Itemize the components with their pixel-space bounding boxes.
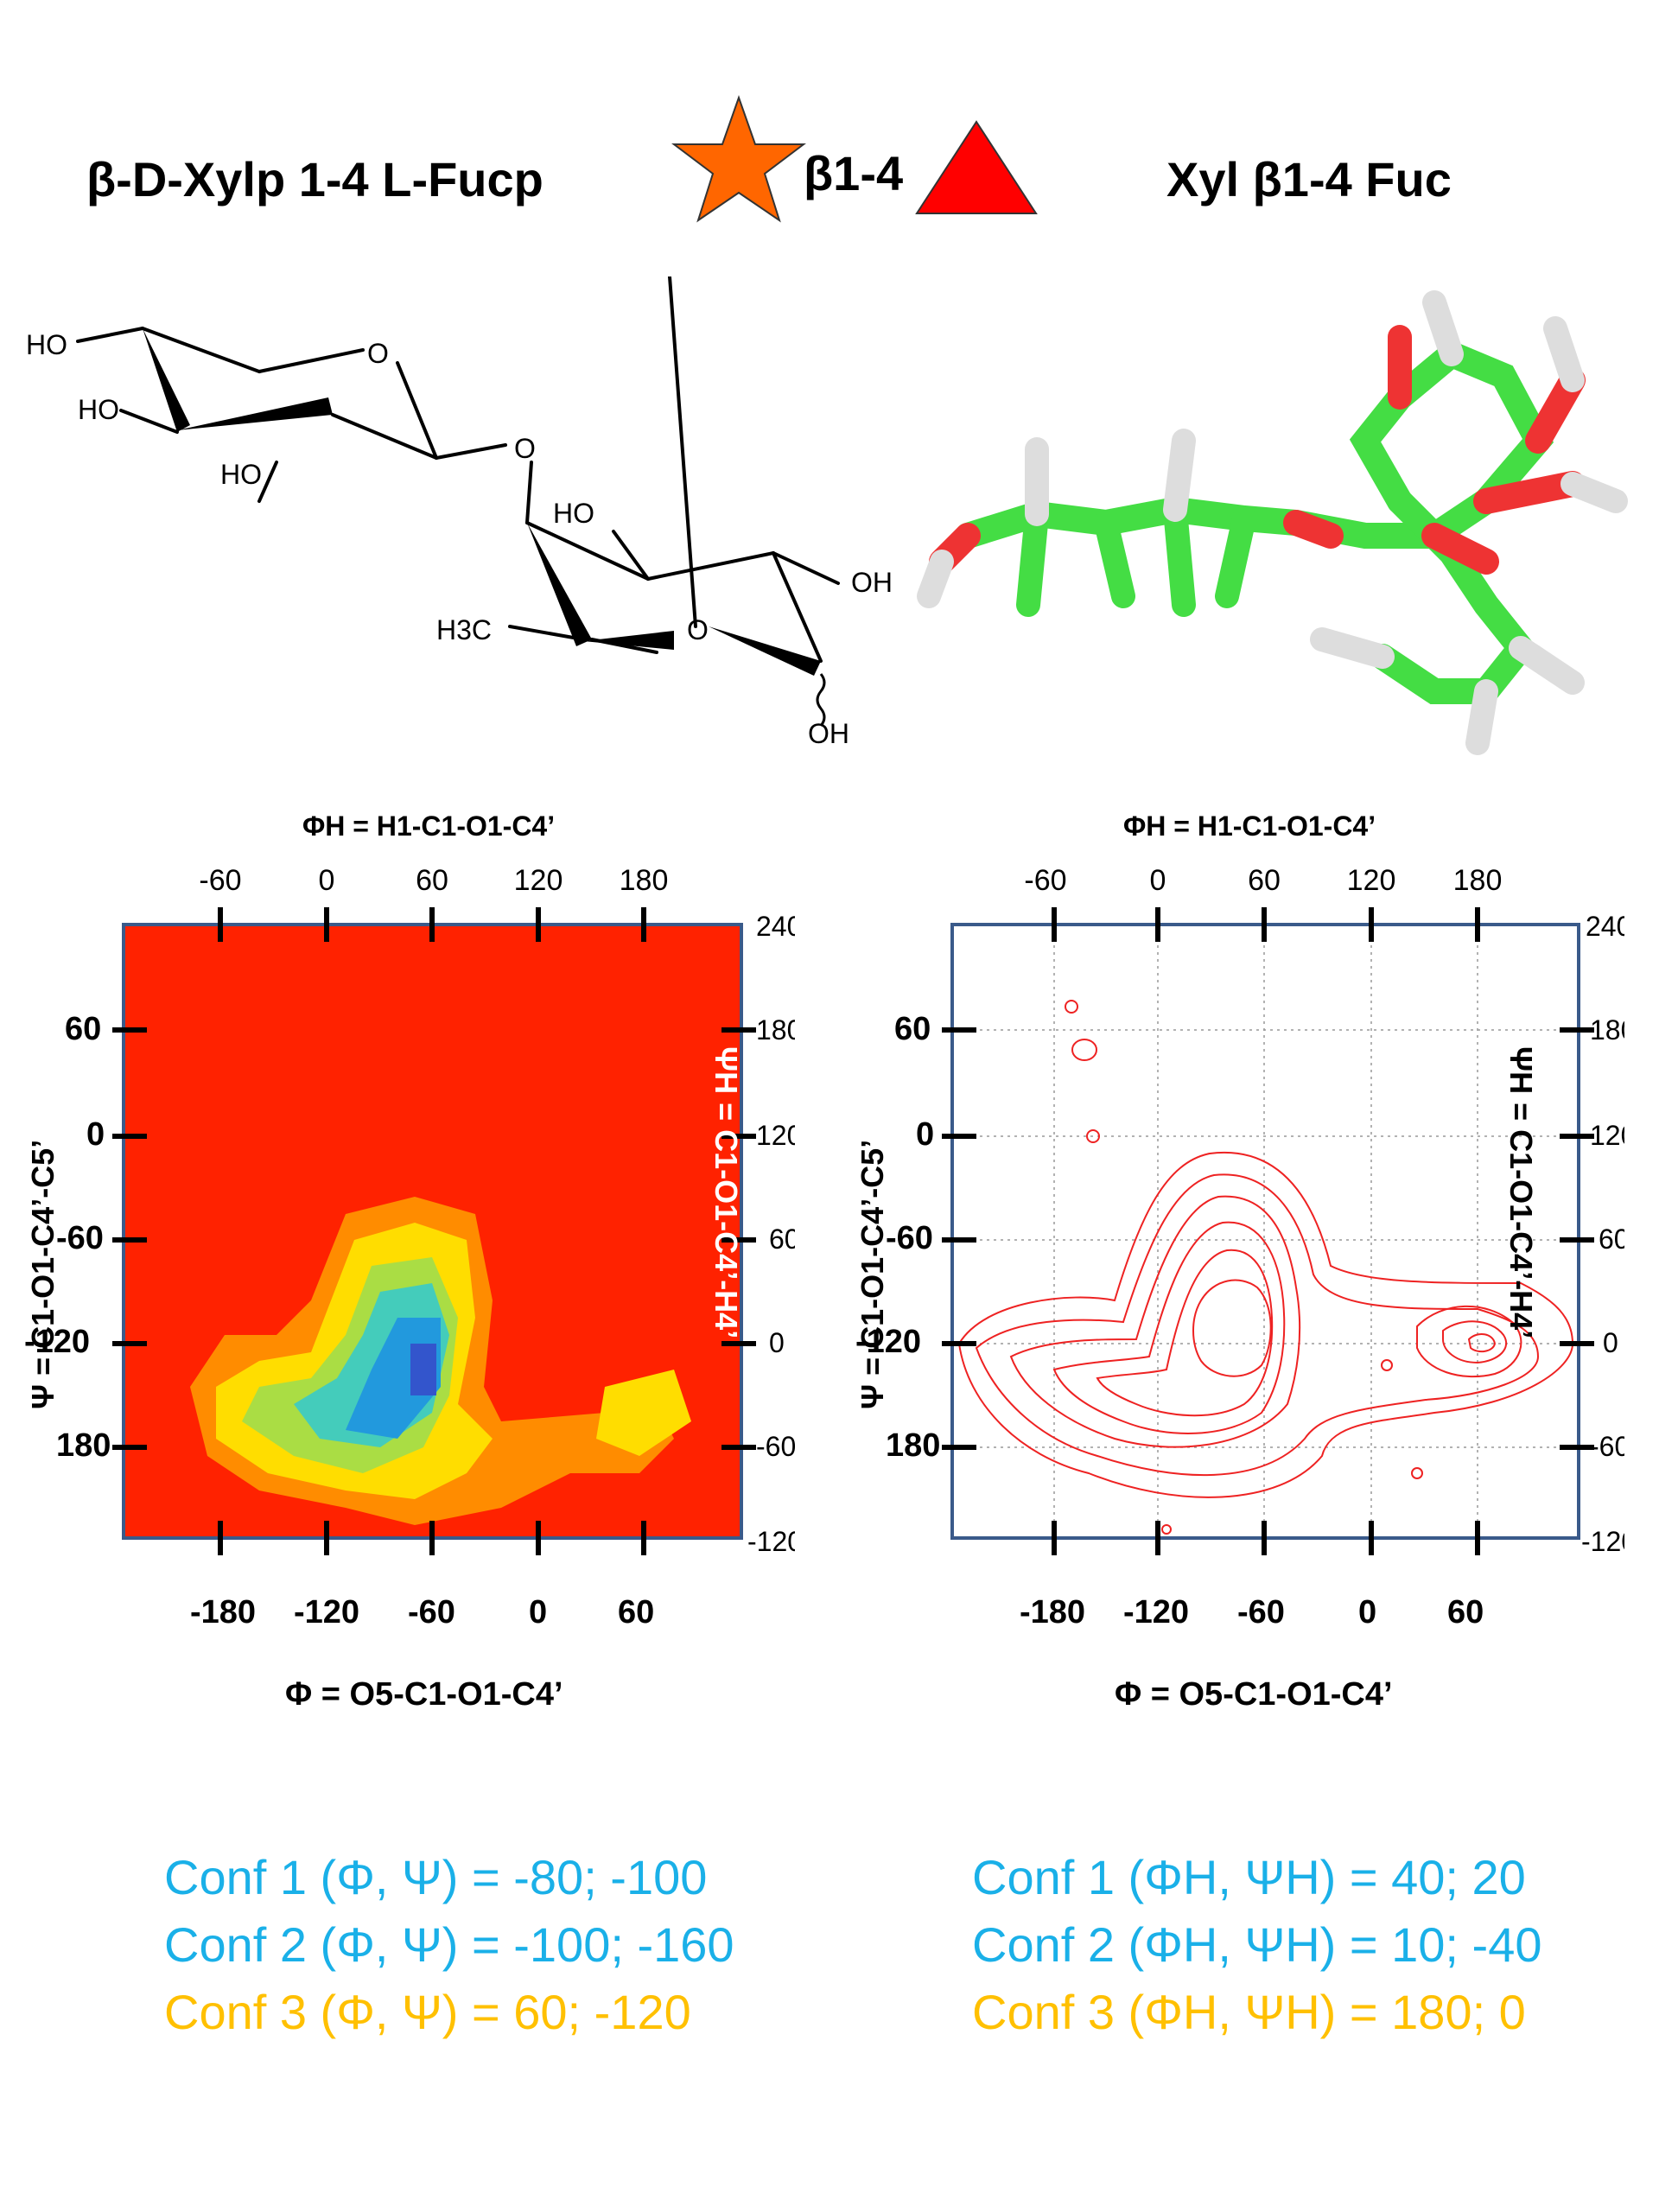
top-tick: 120	[1347, 864, 1396, 897]
right-tick: 240	[1586, 911, 1624, 942]
right-tick: 120	[756, 1120, 795, 1151]
conf-right-1: Conf 1 (ΦH, ΨH) = 40; 20	[972, 1850, 1526, 1904]
oh-label-1: OH	[851, 567, 893, 598]
ring-oxygen-1: O	[367, 338, 389, 369]
heatmap-plot: -60 0 60 120 180 240 180 120 60 0 -	[112, 864, 795, 1557]
ho-label-3: HO	[220, 459, 262, 490]
right-top-axis-label: ΦH = H1-C1-O1-C4’	[1123, 810, 1376, 842]
title-right: Xyl β1-4 Fuc	[1166, 152, 1452, 207]
ring-oxygen-2: O	[687, 614, 709, 645]
left-tick: -120	[24, 1324, 91, 1360]
left-tick: -60	[886, 1220, 933, 1256]
top-tick: 0	[1150, 864, 1166, 897]
top-tick: 120	[514, 864, 563, 897]
right-tick: 60	[769, 1224, 795, 1255]
left-tick: 0	[916, 1116, 935, 1153]
right-tick: 180	[1590, 1014, 1624, 1046]
bottom-tick: 60	[1447, 1594, 1484, 1630]
right-tick: 60	[1599, 1224, 1624, 1255]
left-y-axis-label: Ψ = C1-O1-C4’-C5’	[25, 1139, 60, 1409]
left-tick: 60	[65, 1011, 102, 1047]
bottom-tick: 0	[529, 1594, 548, 1630]
right-tick: 0	[769, 1327, 785, 1358]
right-tick: -60	[756, 1431, 795, 1462]
left-top-axis-label: ΦH = H1-C1-O1-C4’	[302, 810, 556, 842]
bottom-tick: -180	[1020, 1594, 1086, 1630]
bottom-tick: -120	[1123, 1594, 1190, 1630]
bottom-tick: -60	[1237, 1594, 1285, 1630]
left-tick: 60	[894, 1011, 931, 1047]
h3c-label: H3C	[436, 614, 492, 645]
right-right-axis-label: ΨH = C1-O1-C4’-H4’	[1503, 1046, 1539, 1339]
right-tick: 180	[756, 1014, 795, 1046]
conf-right-2: Conf 2 (ΦH, ΨH) = 10; -40	[972, 1917, 1542, 1972]
top-tick: 60	[416, 864, 448, 897]
left-tick: -120	[855, 1324, 922, 1360]
top-tick: -60	[199, 864, 241, 897]
chemical-structure: HO HO HO O O HO OH H3C O OH	[26, 276, 893, 749]
oh-label-2: OH	[808, 718, 849, 749]
left-tick: 180	[886, 1427, 941, 1464]
conf-left-3: Conf 3 (Φ, Ψ) = 60; -120	[164, 1985, 691, 2039]
title-left: β-D-Xylp 1-4 L-Fucp	[86, 152, 543, 207]
left-x-axis-label: Φ = O5-C1-O1-C4’	[285, 1676, 563, 1713]
bottom-tick: 0	[1358, 1594, 1377, 1630]
linkage-oxygen: O	[514, 433, 536, 464]
right-y-axis-label: Ψ = C1-O1-C4’-C5’	[855, 1139, 890, 1409]
right-tick: 0	[1603, 1327, 1618, 1358]
bottom-tick: -120	[294, 1594, 360, 1630]
conf-left-1: Conf 1 (Φ, Ψ) = -80; -100	[164, 1850, 708, 1904]
left-right-axis-label: ΨH = C1-O1-C4’-H4’	[709, 1046, 744, 1339]
conf-right-3: Conf 3 (ΦH, ΨH) = 180; 0	[972, 1985, 1526, 2039]
right-tick: -120	[747, 1526, 795, 1557]
ho-label-4: HO	[553, 498, 594, 529]
contour-frame	[950, 923, 1580, 1540]
top-tick: 60	[1248, 864, 1281, 897]
top-tick: 180	[620, 864, 669, 897]
top-tick: 180	[1453, 864, 1503, 897]
bottom-tick: -180	[190, 1594, 257, 1630]
ho-label-1: HO	[26, 329, 67, 360]
bottom-tick: -60	[408, 1594, 455, 1630]
right-tick: 120	[1590, 1120, 1624, 1151]
top-tick: -60	[1024, 864, 1066, 897]
contour-plot: -60 0 60 120 180	[942, 864, 1624, 1557]
right-x-axis-label: Φ = O5-C1-O1-C4’	[1115, 1676, 1393, 1713]
left-tick: 0	[86, 1116, 105, 1153]
linkage-label: β1-4	[804, 146, 904, 200]
right-tick: 240	[756, 911, 795, 942]
left-tick: -60	[56, 1220, 104, 1256]
ho-label-2: HO	[78, 394, 119, 425]
triangle-icon	[915, 120, 1038, 214]
left-tick: 180	[56, 1427, 111, 1464]
stick-model	[917, 290, 1628, 755]
top-tick: 0	[319, 864, 335, 897]
conf-left-2: Conf 2 (Φ, Ψ) = -100; -160	[164, 1917, 734, 1972]
star-icon	[671, 94, 806, 223]
bottom-tick: 60	[618, 1594, 655, 1630]
right-tick: -60	[1590, 1431, 1624, 1462]
right-tick: -120	[1581, 1526, 1624, 1557]
